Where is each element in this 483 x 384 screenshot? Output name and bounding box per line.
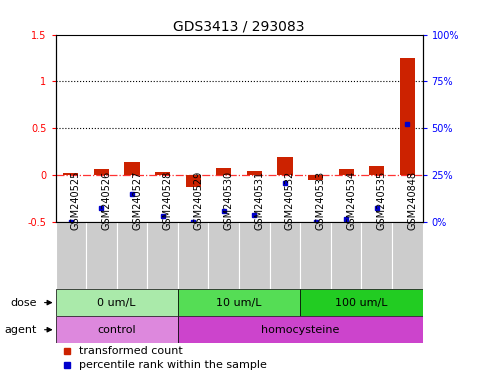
- Bar: [400, 58, 415, 175]
- Bar: [369, 166, 384, 175]
- Text: GSM240531: GSM240531: [255, 171, 264, 230]
- Bar: [300, 289, 423, 316]
- Text: percentile rank within the sample: percentile rank within the sample: [79, 360, 267, 370]
- Text: GSM240848: GSM240848: [407, 171, 417, 230]
- Bar: [216, 168, 231, 175]
- Bar: [308, 175, 323, 180]
- Bar: [56, 222, 86, 289]
- Text: GSM240527: GSM240527: [132, 171, 142, 230]
- Text: agent: agent: [5, 325, 37, 335]
- Bar: [63, 172, 78, 175]
- Text: GSM240533: GSM240533: [315, 171, 326, 230]
- Text: GSM240525: GSM240525: [71, 171, 81, 230]
- Text: GSM240535: GSM240535: [377, 171, 387, 230]
- Text: transformed count: transformed count: [79, 346, 183, 356]
- Bar: [56, 289, 178, 316]
- Bar: [277, 157, 293, 175]
- Text: GSM240534: GSM240534: [346, 171, 356, 230]
- Bar: [331, 222, 361, 289]
- Text: GSM240530: GSM240530: [224, 171, 234, 230]
- Bar: [86, 222, 117, 289]
- Bar: [209, 222, 239, 289]
- Text: homocysteine: homocysteine: [261, 325, 340, 335]
- Bar: [155, 172, 170, 175]
- Text: GSM240528: GSM240528: [163, 171, 172, 230]
- Text: 10 um/L: 10 um/L: [216, 298, 262, 308]
- Bar: [392, 222, 423, 289]
- Bar: [178, 316, 423, 343]
- Text: control: control: [98, 325, 136, 335]
- Bar: [125, 162, 140, 175]
- Text: 100 um/L: 100 um/L: [335, 298, 388, 308]
- Text: 0 um/L: 0 um/L: [98, 298, 136, 308]
- Bar: [147, 222, 178, 289]
- Text: GSM240532: GSM240532: [285, 171, 295, 230]
- Bar: [239, 222, 270, 289]
- Text: GSM240526: GSM240526: [101, 171, 112, 230]
- Bar: [300, 222, 331, 289]
- Bar: [185, 175, 201, 187]
- Title: GDS3413 / 293083: GDS3413 / 293083: [173, 20, 305, 33]
- Text: GSM240529: GSM240529: [193, 171, 203, 230]
- Bar: [178, 289, 300, 316]
- Bar: [361, 222, 392, 289]
- Bar: [339, 169, 354, 175]
- Bar: [56, 316, 178, 343]
- Bar: [94, 169, 109, 175]
- Bar: [270, 222, 300, 289]
- Bar: [117, 222, 147, 289]
- Bar: [247, 170, 262, 175]
- Bar: [178, 222, 209, 289]
- Text: dose: dose: [11, 298, 37, 308]
